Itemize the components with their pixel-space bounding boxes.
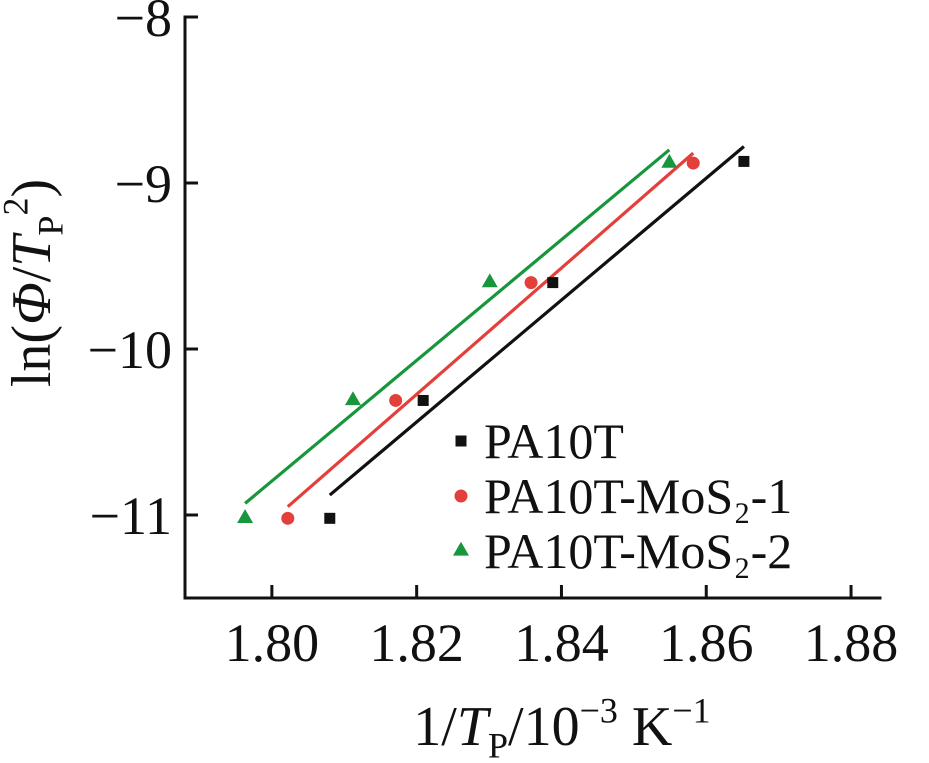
- data-points: [237, 153, 750, 525]
- y-axis-label-part: Φ: [1, 282, 63, 325]
- x-axis-label-part: −1: [672, 691, 710, 731]
- x-tick-label: 1.82: [369, 613, 464, 673]
- y-axis-label-part: T: [1, 232, 63, 267]
- y-tick-label: −10: [88, 320, 172, 380]
- x-tick-label: 1.84: [514, 613, 609, 673]
- x-axis-label: 1/TP/10−3 K−1: [413, 691, 710, 763]
- y-tick-label: −9: [115, 154, 172, 214]
- pa10t-mos2-1-fit-line: [286, 151, 695, 508]
- pa10t-point: [738, 155, 750, 167]
- pa10t-point: [547, 277, 559, 289]
- y-axis-label-part: ): [1, 179, 63, 198]
- axes: 1.80 1.82 1.84 1.86 1.88 −8 −9 −10 −11: [88, 0, 899, 673]
- x-axis-label-part: /10: [508, 696, 580, 758]
- pa10t-mos2-1-point: [524, 276, 538, 290]
- pa10t-mos2-2-point: [661, 153, 678, 168]
- y-axis-label: ln(Φ/TP2): [0, 179, 70, 387]
- pa10t-mos2-2-point: [344, 391, 361, 406]
- pa10t-mos2-1-point: [686, 156, 700, 170]
- y-axis-label-part: P: [30, 216, 70, 236]
- pa10t-mos2-1-point: [281, 511, 295, 525]
- pa10t-fit-line: [328, 145, 745, 497]
- x-axis-label-part: T: [457, 696, 492, 758]
- x-axis-label-part: −3: [580, 691, 618, 731]
- y-axis-label-part: 2: [0, 198, 36, 216]
- x-axis-label-part: P: [488, 725, 508, 763]
- x-tick-label: 1.88: [804, 613, 899, 673]
- pa10t-mos2-2-fit-line: [244, 148, 671, 505]
- y-tick-label: −8: [115, 0, 172, 48]
- legend-pa10t-mos2-2-marker: [453, 541, 469, 556]
- pa10t-point: [417, 394, 429, 406]
- pa10t-mos2-2-point: [237, 509, 254, 523]
- legend-pa10t-mos2-2-label: PA10T-MoS₂-2: [484, 523, 792, 579]
- x-axis-label-part: K: [618, 696, 672, 758]
- pa10t-mos2-2-point: [481, 273, 498, 288]
- x-axis-label-part: 1/: [413, 696, 457, 758]
- legend-pa10t-marker: [455, 435, 467, 447]
- pa10t-mos2-1-point: [389, 393, 403, 407]
- x-tick-label: 1.80: [225, 613, 320, 673]
- y-axis-label-part: ln(: [1, 325, 63, 387]
- y-tick-label: −11: [90, 486, 172, 546]
- pa10t-point: [324, 512, 336, 524]
- legend-pa10t-mos2-1-marker: [454, 489, 468, 503]
- legend-pa10t-mos2-1-label: PA10T-MoS₂-1: [484, 468, 792, 524]
- legend-pa10t-label: PA10T: [484, 413, 624, 469]
- axis-labels: 1/TP/10−3 K−1ln(Φ/TP2): [0, 179, 711, 763]
- y-axis-label-part: /: [1, 266, 63, 282]
- x-tick-label: 1.86: [659, 613, 754, 673]
- fit-lines: [244, 145, 745, 508]
